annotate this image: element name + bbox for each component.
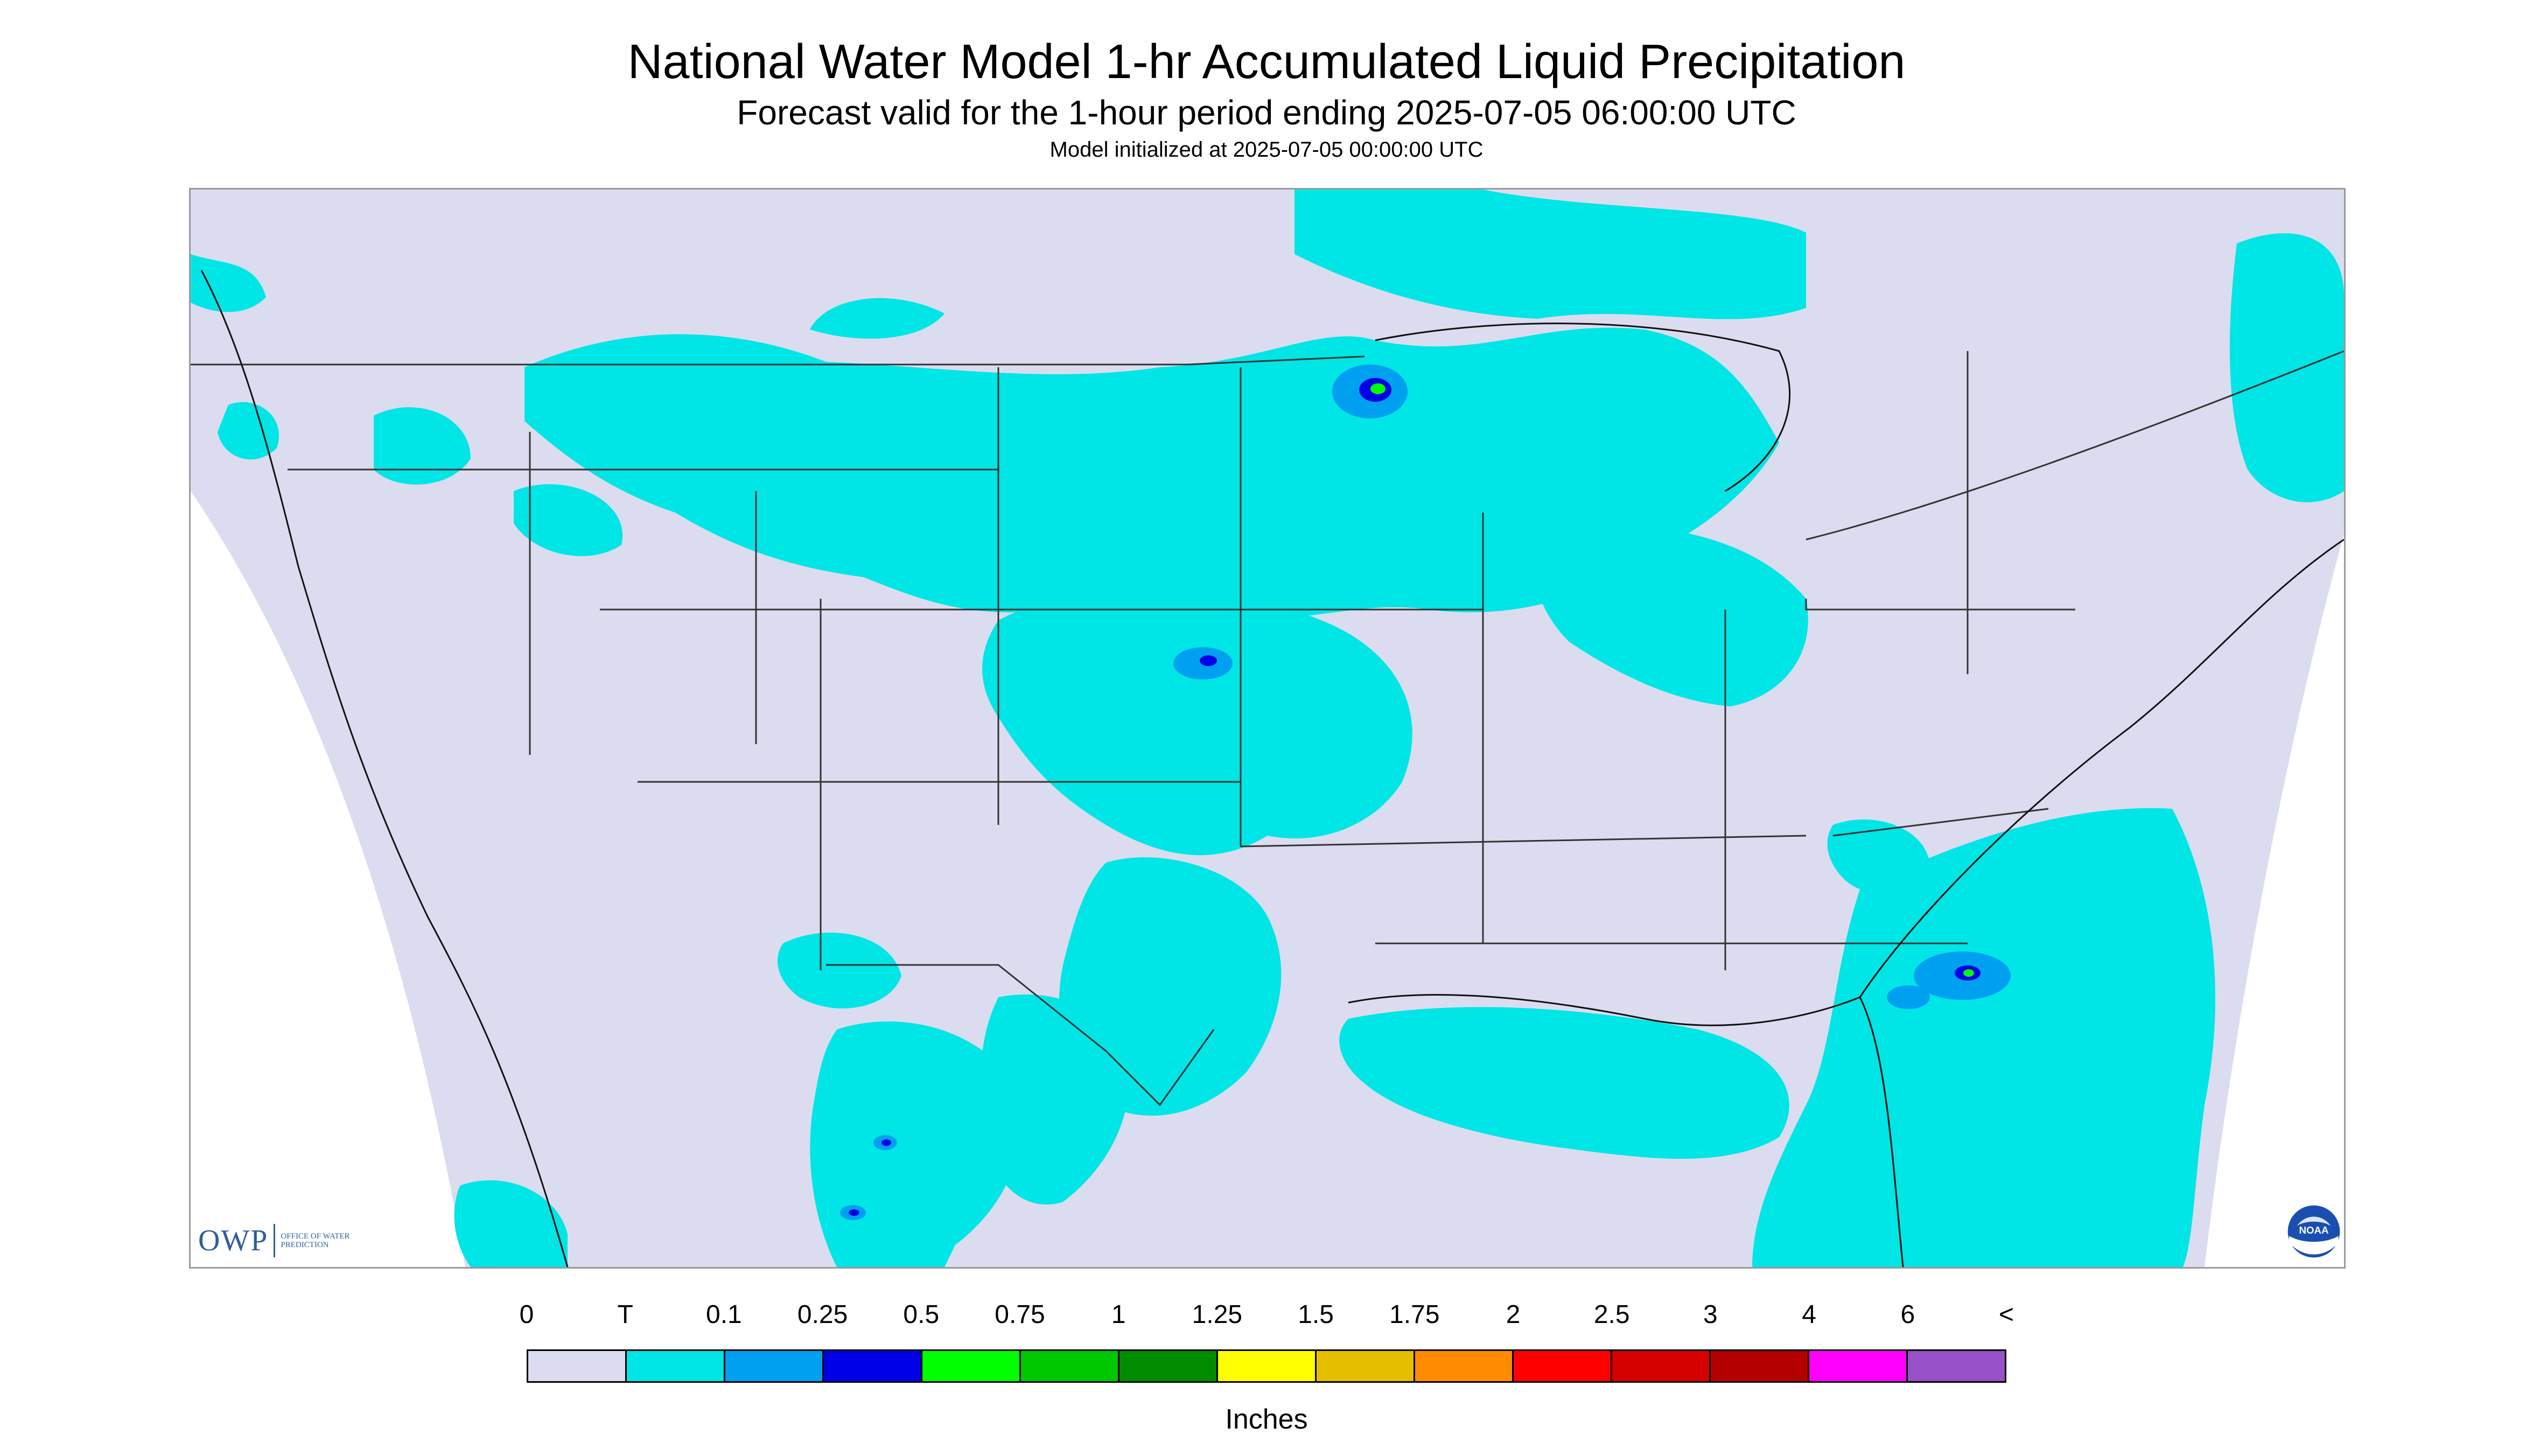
legend-label: 1.75: [1389, 1300, 1440, 1329]
legend-label: 0.25: [797, 1300, 848, 1329]
legend-swatch: [1218, 1351, 1317, 1381]
legend-labels: 0 T 0.1 0.25 0.5 0.75 1 1.25 1.5 1.75 2 2.5 3 4 6 <: [0, 1300, 2533, 1332]
owp-logo-divider: [274, 1224, 276, 1257]
owp-logo: OWP Office of Water Prediction: [198, 1219, 361, 1262]
legend-swatch: [824, 1351, 922, 1381]
legend-label: 6: [1900, 1300, 1915, 1329]
map-title: National Water Model 1-hr Accumulated Li…: [627, 35, 1906, 89]
legend-label: 1.25: [1192, 1300, 1243, 1329]
legend-label: 0.5: [903, 1300, 940, 1329]
legend-swatch: [1809, 1351, 1908, 1381]
legend-swatch: [1514, 1351, 1612, 1381]
legend-label: <: [1998, 1300, 2014, 1329]
owp-logo-text: OWP: [198, 1224, 269, 1257]
map-subtitle: Forecast valid for the 1-hour period end…: [737, 93, 1796, 132]
legend-swatch: [1711, 1351, 1809, 1381]
legend-label: 0: [519, 1300, 534, 1329]
precipitation-map: [189, 188, 2346, 1269]
legend-label: 4: [1802, 1300, 1816, 1329]
legend-swatch: [1908, 1351, 2005, 1381]
legend-swatch: [922, 1351, 1021, 1381]
legend-swatch: [725, 1351, 824, 1381]
legend-label: 3: [1703, 1300, 1718, 1329]
legend-label: 1.5: [1298, 1300, 1334, 1329]
legend-label: T: [617, 1300, 633, 1329]
owp-logo-subtitle: Office of Water Prediction: [281, 1232, 350, 1249]
heavy-precip-layer: [840, 365, 2011, 1220]
legend-swatch: [1119, 1351, 1218, 1381]
legend-units: Inches: [1225, 1404, 1308, 1435]
legend-swatch: [627, 1351, 725, 1381]
legend-color-bar: [527, 1349, 2006, 1383]
map-canvas: [191, 190, 2344, 1267]
coastline-lines: [200, 270, 2344, 1267]
noaa-logo-text: NOAA: [2299, 1224, 2329, 1236]
legend-swatch: [1415, 1351, 1514, 1381]
legend-label: 2: [1506, 1300, 1521, 1329]
legend-swatch: [1021, 1351, 1119, 1381]
legend-swatch: [528, 1351, 627, 1381]
legend-swatch: [1317, 1351, 1415, 1381]
legend-label: 2.5: [1593, 1300, 1630, 1329]
trace-precip-layer: [191, 190, 2344, 1267]
legend-swatch: [1612, 1351, 1711, 1381]
model-init-text: Model initialized at 2025-07-05 00:00:00…: [1049, 138, 1484, 162]
boundary-lines: [191, 350, 2344, 1107]
legend-label: 0.75: [995, 1300, 1045, 1329]
noaa-logo: NOAA: [2286, 1203, 2342, 1259]
legend-label: 0.1: [706, 1300, 742, 1329]
legend-label: 1: [1111, 1300, 1126, 1329]
